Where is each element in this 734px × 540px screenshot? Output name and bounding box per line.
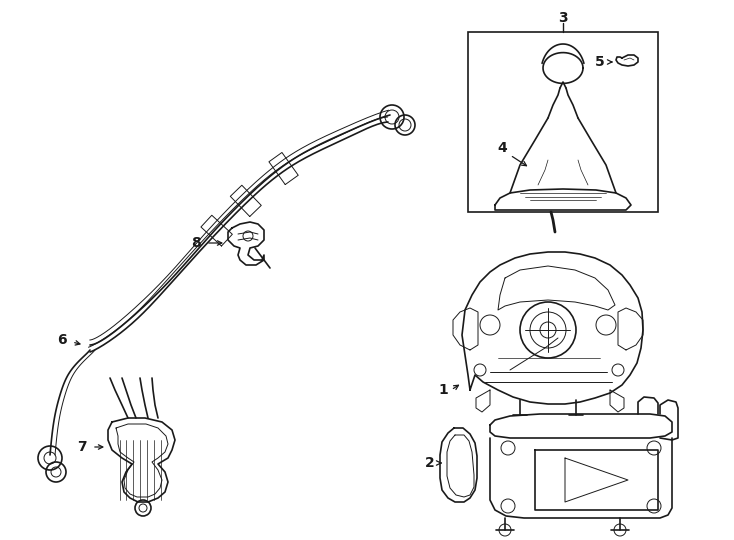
Text: 1: 1 bbox=[438, 383, 448, 397]
Text: 2: 2 bbox=[425, 456, 435, 470]
Bar bbox=[468, 32, 658, 212]
Text: 4: 4 bbox=[497, 141, 507, 155]
Text: 5: 5 bbox=[595, 55, 605, 69]
Text: 6: 6 bbox=[57, 333, 67, 347]
Text: 7: 7 bbox=[77, 440, 87, 454]
Text: 8: 8 bbox=[191, 236, 201, 250]
Text: 3: 3 bbox=[558, 11, 568, 25]
